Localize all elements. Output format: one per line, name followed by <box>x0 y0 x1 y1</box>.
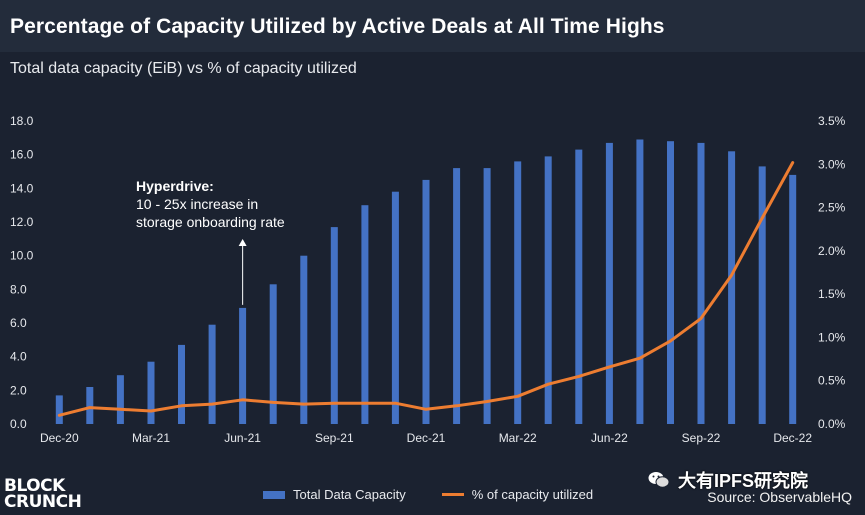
right-tick-label: 0.5% <box>818 374 846 388</box>
watermark: 大有IPFS研究院 <box>648 467 808 493</box>
capacity-bar <box>605 142 613 424</box>
source-note: Source: ObservableHQ <box>707 489 852 505</box>
annotation-line-1: 10 - 25x increase in <box>136 196 258 212</box>
x-tick-label: Jun-21 <box>224 431 261 445</box>
capacity-bar <box>300 255 308 424</box>
left-tick-label: 12.0 <box>10 215 34 229</box>
capacity-bar <box>178 344 185 424</box>
annotation-heading: Hyperdrive: <box>136 178 214 194</box>
left-tick-label: 6.0 <box>10 316 27 330</box>
capacity-bar <box>728 151 736 425</box>
x-tick-label: Mar-22 <box>499 431 537 445</box>
x-tick-label: Sep-22 <box>682 431 721 445</box>
capacity-bar <box>239 307 247 424</box>
capacity-bar <box>208 324 216 424</box>
title-bar <box>0 0 865 52</box>
utilization-line <box>57 161 795 417</box>
right-tick-label: 1.0% <box>818 330 846 344</box>
x-tick-label: Dec-21 <box>407 431 446 445</box>
capacity-bar <box>147 361 155 424</box>
capacity-bar <box>544 156 552 424</box>
x-tick-label: Jun-22 <box>591 431 628 445</box>
right-tick-label: 2.0% <box>818 244 846 258</box>
capacity-bar <box>514 161 522 424</box>
annotation-line-2: storage onboarding rate <box>136 214 285 230</box>
x-tick-label: Sep-21 <box>315 431 354 445</box>
legend-label-utilization: % of capacity utilized <box>471 487 594 502</box>
x-tick-label: Dec-22 <box>773 431 812 445</box>
left-axis: 0.0 2.0 4.0 6.0 8.0 10.0 12.0 14.0 16.0 18.0 <box>10 114 34 431</box>
right-tick-label: 2.5% <box>818 201 846 215</box>
capacity-bar <box>636 139 644 424</box>
left-tick-label: 4.0 <box>10 350 27 364</box>
capacity-bar <box>575 149 583 424</box>
capacity-bar <box>361 205 369 424</box>
left-tick-label: 8.0 <box>10 282 27 296</box>
legend-item-utilization: % of capacity utilized <box>441 487 594 502</box>
watermark-text: 大有IPFS研究院 <box>678 471 809 491</box>
capacity-bar <box>758 166 766 424</box>
chart-subtitle: Total data capacity (EiB) vs % of capaci… <box>10 60 357 77</box>
right-tick-label: 1.5% <box>818 287 846 301</box>
right-tick-label: 3.5% <box>818 114 846 128</box>
left-tick-label: 0.0 <box>10 417 27 431</box>
annotation-arrowhead <box>238 239 247 246</box>
annotation: Hyperdrive: 10 - 25x increase in storage… <box>136 178 285 305</box>
legend-label-capacity: Total Data Capacity <box>293 487 406 502</box>
left-tick-label: 16.0 <box>10 148 34 162</box>
capacity-bar <box>453 168 461 424</box>
logo-line-1: BLOCK <box>4 476 65 496</box>
legend-swatch-bar <box>263 490 285 499</box>
capacity-bar <box>697 142 705 424</box>
right-tick-label: 3.0% <box>818 157 846 171</box>
capacity-bar <box>55 395 63 424</box>
chart-title: Percentage of Capacity Utilized by Activ… <box>10 15 665 38</box>
x-tick-label: Mar-21 <box>132 431 170 445</box>
capacity-bar <box>391 191 399 424</box>
capacity-bar <box>116 375 124 424</box>
left-tick-label: 10.0 <box>10 249 34 263</box>
x-tick-label: Dec-20 <box>40 431 79 445</box>
capacity-bar <box>483 168 491 424</box>
capacity-bar <box>86 387 94 424</box>
capacity-bar <box>789 174 797 424</box>
legend-item-capacity: Total Data Capacity <box>263 487 406 502</box>
legend: Total Data Capacity % of capacity utiliz… <box>263 487 629 502</box>
legend-swatch-line <box>441 493 464 496</box>
right-tick-label: 0.0% <box>818 417 846 431</box>
capacity-bar <box>422 179 430 424</box>
blockcrunch-logo: BLOCK CRUNCH <box>4 476 82 512</box>
bar-series <box>55 139 797 425</box>
left-tick-label: 2.0 <box>10 383 27 397</box>
right-axis: 0.0% 0.5% 1.0% 1.5% 2.0% 2.5% 3.0% 3.5% <box>818 114 846 431</box>
left-tick-label: 14.0 <box>10 181 34 195</box>
logo-line-2: CRUNCH <box>4 492 82 512</box>
capacity-bar <box>330 227 338 424</box>
x-axis: Dec-20 Mar-21 Jun-21 Sep-21 Dec-21 Mar-22 Jun-… <box>40 431 812 445</box>
wechat-icon <box>648 472 670 488</box>
capacity-bar <box>667 141 674 424</box>
capacity-bar <box>269 284 277 424</box>
left-tick-label: 18.0 <box>10 114 34 128</box>
